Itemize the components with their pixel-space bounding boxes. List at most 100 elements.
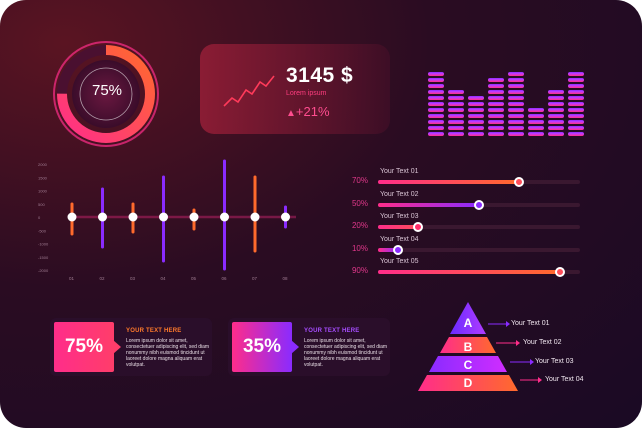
slider-percent: 20% xyxy=(351,221,368,230)
equalizer-segment xyxy=(508,102,524,106)
equalizer-segment xyxy=(488,126,504,130)
donut-label: 75% xyxy=(91,82,123,99)
callout-badge-1: 75% xyxy=(54,322,114,372)
slider-knob[interactable] xyxy=(554,267,565,277)
equalizer-bars xyxy=(428,72,584,136)
equalizer-segment xyxy=(508,132,524,136)
equalizer-segment xyxy=(508,108,524,112)
up-triangle-icon: ▲ xyxy=(286,108,296,119)
pyramid-level-d xyxy=(418,375,518,391)
equalizer-segment xyxy=(488,78,504,82)
donut-center xyxy=(72,60,140,128)
equalizer-segment xyxy=(468,114,484,118)
equalizer-segment xyxy=(488,84,504,88)
dotplot-tick-label: -1500 xyxy=(38,255,49,260)
callout-heading-1: YOUR TEXT HERE xyxy=(126,328,182,334)
dotplot-dot xyxy=(281,212,290,222)
equalizer-segment xyxy=(568,126,584,130)
dotplot-x-label: 08 xyxy=(283,276,289,281)
slider-fill xyxy=(378,180,520,184)
equalizer-segment xyxy=(428,132,444,136)
equalizer-segment xyxy=(528,126,544,130)
pyramid-arrows xyxy=(488,321,542,383)
dotplot-tick-label: 2000 xyxy=(38,162,48,167)
pyramid-level-a xyxy=(450,302,486,334)
dotplot-dot xyxy=(128,212,138,222)
donut-gauge xyxy=(53,41,159,147)
dotplot-x-label: 02 xyxy=(100,276,106,281)
slider-knob[interactable] xyxy=(474,199,484,210)
slider-knob[interactable] xyxy=(514,177,525,187)
equalizer-segment xyxy=(508,120,524,124)
equalizer-segment xyxy=(448,132,464,136)
dot-plot: 2000 1500 1000 500 0 -500 -1000 -1500 -2000 01 02 0… xyxy=(38,159,296,281)
equalizer-segment xyxy=(568,90,584,94)
donut-value-arc xyxy=(57,45,155,143)
slider-title: Your Text 04 xyxy=(380,235,419,243)
equalizer-segment xyxy=(428,126,444,130)
equalizer-segment xyxy=(448,108,464,112)
pyramid-chart xyxy=(418,302,518,391)
callout-pointer-1 xyxy=(113,340,121,354)
equalizer-segment xyxy=(548,114,564,118)
stat-delta: ▲+21% xyxy=(286,104,330,119)
dotplot-x-label: 06 xyxy=(222,276,228,281)
slider-track[interactable] xyxy=(378,225,580,229)
donut-outer-ring xyxy=(53,41,159,147)
callout-badge-2: 35% xyxy=(232,322,292,372)
equalizer-segment xyxy=(468,96,484,100)
equalizer-segment xyxy=(548,126,564,130)
equalizer-segment xyxy=(568,114,584,118)
equalizer-segment xyxy=(488,114,504,118)
equalizer-segment xyxy=(568,78,584,82)
equalizer-segment xyxy=(568,108,584,112)
dotplot-tick-label: 0 xyxy=(38,215,41,220)
equalizer-segment xyxy=(428,114,444,118)
dotplot-x-label: 04 xyxy=(161,276,167,281)
dotplot-dot xyxy=(189,212,199,222)
equalizer-segment xyxy=(508,72,524,76)
dotplot-tick-label: 1000 xyxy=(38,189,48,194)
slider-fill xyxy=(378,270,560,274)
equalizer-segment xyxy=(508,78,524,82)
equalizer-segment xyxy=(488,120,504,124)
equalizer-segment xyxy=(568,96,584,100)
slider-track[interactable] xyxy=(378,247,580,252)
slider-title: Your Text 02 xyxy=(380,190,419,198)
equalizer-segment xyxy=(528,114,544,118)
equalizer-segment xyxy=(488,96,504,100)
equalizer-segment xyxy=(568,84,584,88)
pyramid-level-c xyxy=(429,356,507,372)
pyramid-level-b xyxy=(440,337,496,353)
dotplot-dot xyxy=(159,212,168,222)
slider-knob[interactable] xyxy=(393,244,404,255)
pyramid-letter-d: D xyxy=(463,376,473,390)
equalizer-segment xyxy=(428,96,444,100)
equalizer-segment xyxy=(528,120,544,124)
dotplot-dot xyxy=(98,212,107,222)
equalizer-segment xyxy=(428,102,444,106)
dotplot-x-label: 07 xyxy=(252,276,258,281)
equalizer-segment xyxy=(468,108,484,112)
equalizer-segment xyxy=(428,108,444,112)
equalizer-segment xyxy=(488,132,504,136)
dotplot-tick-label: 500 xyxy=(38,202,45,207)
slider-percent: 10% xyxy=(351,243,368,253)
pyramid-text-4: Your Text 04 xyxy=(545,376,584,383)
equalizer-segment xyxy=(448,120,464,124)
slider-title: Your Text 03 xyxy=(380,213,419,220)
equalizer-segment xyxy=(428,90,444,94)
slider-percent: 90% xyxy=(351,266,368,275)
equalizer-segment xyxy=(468,126,484,130)
equalizer-segment xyxy=(568,102,584,106)
equalizer-segment xyxy=(468,120,484,124)
stat-value: 3145 $ xyxy=(286,64,354,87)
dotplot-tick-label: 1500 xyxy=(38,175,48,180)
slider-knob[interactable] xyxy=(413,222,424,232)
equalizer-segment xyxy=(448,126,464,130)
equalizer-segment xyxy=(508,114,524,118)
callout-pointer-2 xyxy=(291,340,299,354)
equalizer-segment xyxy=(568,132,584,136)
dotplot-dot xyxy=(67,212,77,222)
equalizer-segment xyxy=(568,72,584,76)
